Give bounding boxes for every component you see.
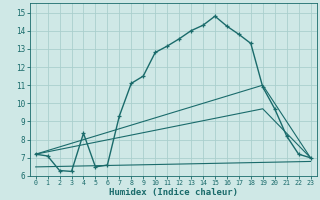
- X-axis label: Humidex (Indice chaleur): Humidex (Indice chaleur): [108, 188, 238, 197]
